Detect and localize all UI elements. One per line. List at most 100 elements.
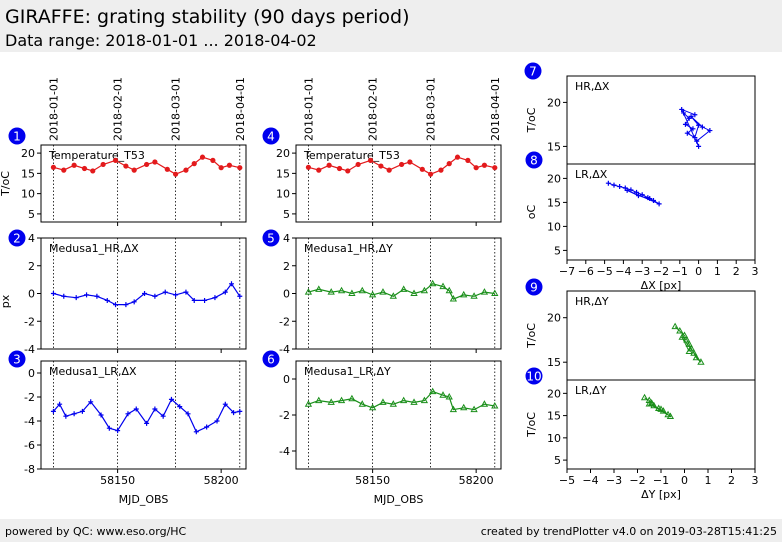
data-point (63, 413, 69, 419)
data-point (355, 161, 361, 168)
data-point (123, 163, 129, 169)
panel-label: Temperature_T53 (48, 149, 145, 162)
panel-label: HR,ΔY (575, 295, 609, 308)
panel-number-badge (525, 278, 543, 296)
x-tick-label: −6 (578, 265, 594, 278)
data-point (304, 400, 313, 407)
data-point (218, 165, 224, 171)
data-point (191, 161, 197, 167)
data-point (90, 168, 96, 174)
data-point (460, 290, 468, 298)
data-point (106, 425, 112, 431)
x-tick-label: −4 (615, 265, 631, 278)
report-footer: powered by QC: www.eso.org/HC created by… (0, 519, 782, 542)
data-point (445, 286, 453, 294)
date-tick-label: 2018-01-01 (302, 77, 315, 141)
data-point (676, 327, 684, 334)
data-point (115, 428, 121, 434)
data-point (445, 392, 453, 400)
x-tick-label: −3 (606, 474, 622, 487)
data-point (617, 184, 623, 190)
data-point (696, 143, 702, 149)
data-point (481, 162, 488, 168)
data-point (226, 162, 233, 168)
y-tick-label: 20 (547, 387, 561, 400)
y-tick-label: 5 (283, 208, 290, 221)
data-point (61, 167, 67, 173)
x-axis-label: MJD_OBS (374, 493, 424, 506)
x-tick-label: 2 (728, 474, 735, 487)
data-point (160, 413, 166, 419)
data-point (164, 166, 170, 172)
x-tick-label: −2 (629, 474, 645, 487)
data-point (699, 124, 705, 130)
data-point (222, 289, 228, 295)
data-point (326, 162, 332, 168)
data-point (645, 396, 653, 403)
x-tick-label: −2 (653, 265, 669, 278)
data-point (410, 289, 418, 296)
data-point (144, 420, 150, 426)
page-title: GIRAFFE: grating stability (90 days peri… (5, 6, 410, 28)
data-point (316, 167, 322, 173)
panel-number: 1 (13, 130, 21, 144)
data-point (100, 161, 106, 168)
data-point (237, 293, 243, 299)
data-point (696, 122, 702, 128)
data-point (50, 164, 57, 170)
report-header: GIRAFFE: grating stability (90 days peri… (0, 0, 782, 52)
data-point (214, 418, 220, 424)
y-tick-label: 10 (21, 188, 35, 201)
data-point (389, 400, 397, 407)
data-point (142, 291, 148, 296)
x-axis-label: ΔX [px] (641, 279, 682, 292)
data-point (348, 289, 356, 296)
data-point (183, 167, 189, 173)
panel-number: 9 (530, 281, 538, 295)
data-point (222, 401, 228, 407)
x-tick-label: 1 (705, 474, 712, 487)
x-tick-label: −1 (672, 265, 688, 278)
data-point (378, 163, 384, 169)
data-point (446, 161, 452, 167)
data-point (237, 408, 243, 414)
data-point (71, 411, 77, 417)
data-point (113, 302, 119, 308)
x-tick-label: 1 (714, 265, 721, 278)
data-point (420, 286, 429, 294)
data-point (336, 165, 343, 172)
y-tick-label: -2 (24, 391, 35, 404)
data-point (407, 159, 413, 165)
y-tick-label: -8 (24, 463, 35, 476)
data-point (679, 106, 685, 112)
y-axis-label: T/oC (525, 323, 538, 349)
data-point (152, 159, 158, 165)
data-point (659, 407, 668, 414)
y-tick-label: 4 (283, 232, 290, 245)
data-point (315, 285, 323, 292)
footer-powered-by: powered by QC: www.eso.org/HC (5, 525, 187, 538)
y-tick-label: -2 (24, 315, 35, 328)
data-point (81, 165, 88, 172)
x-tick-label: −7 (559, 265, 575, 278)
data-point (305, 164, 312, 170)
x-tick-label: 3 (752, 474, 759, 487)
x-tick-label: −5 (559, 474, 575, 487)
data-point (191, 297, 197, 303)
x-tick-label: −1 (653, 474, 669, 487)
x-tick-label: 58200 (204, 474, 239, 487)
data-point (438, 167, 444, 173)
data-point (480, 288, 489, 295)
data-point (210, 157, 216, 163)
data-point (202, 297, 208, 303)
panel-number: 6 (267, 353, 275, 367)
y-tick-label: -4 (279, 445, 290, 458)
data-point (429, 387, 437, 395)
panel-number-badge (8, 350, 26, 368)
date-tick-label: 2018-01-01 (47, 77, 60, 141)
y-axis-label: T/oC (525, 107, 538, 133)
panel-frame-1 (40, 144, 247, 223)
x-tick-label: 0 (695, 265, 702, 278)
footer-created-by: created by trendPlotter v4.0 on 2019-03-… (480, 525, 777, 538)
data-range-subtitle: Data range: 2018-01-01 ... 2018-04-02 (5, 31, 317, 50)
